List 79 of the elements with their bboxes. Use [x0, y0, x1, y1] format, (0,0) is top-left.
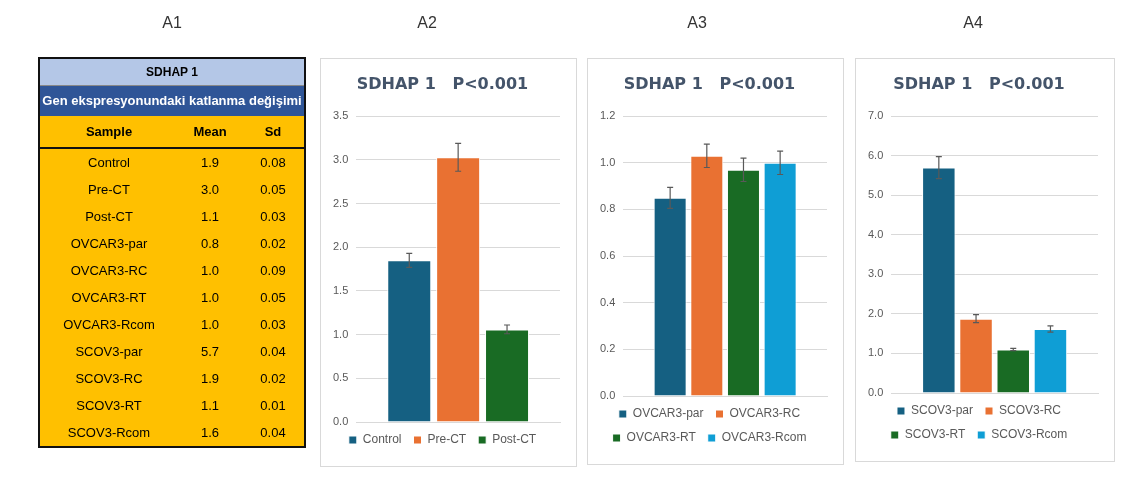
text: OVCAR3-RT	[70, 289, 148, 307]
text: 0.08	[259, 154, 287, 172]
y-tick-label: 1.0	[867, 346, 884, 359]
text: 0.02	[259, 370, 287, 388]
text: 0.05	[259, 181, 287, 199]
text: SCOV3-RC	[74, 370, 144, 388]
text: SCOV3-par	[74, 343, 144, 361]
legend-label: SCOV3-RC	[999, 403, 1062, 418]
text: 1.6	[199, 424, 221, 442]
y-tick-label: 0.6	[599, 249, 616, 262]
text: A3	[686, 14, 708, 32]
y-tick-label: 1.2	[599, 109, 616, 122]
text: 0.8	[199, 235, 221, 253]
text: SCOV3-Rcom	[66, 424, 152, 442]
text: Control	[87, 154, 131, 172]
y-tick-label: 2.0	[332, 240, 349, 253]
chart-title: SDHAP 1 P<0.001	[623, 73, 796, 93]
y-tick-label: 1.0	[332, 327, 349, 340]
y-tick-label: 0.8	[599, 202, 616, 215]
text: A2	[416, 14, 438, 32]
legend-label: OVCAR3-RT	[626, 430, 697, 445]
text: OVCAR3-par	[69, 235, 149, 253]
text: Mean	[192, 123, 228, 141]
text: 3.0	[199, 181, 221, 199]
text: OVCAR3-Rcom	[62, 316, 156, 334]
text: SDHAP 1	[40, 59, 304, 86]
chart-title: SDHAP 1 P<0.001	[893, 73, 1065, 93]
text: Gen ekspresyonundaki katlanma değişimi	[40, 86, 304, 116]
text: 0.02	[259, 235, 287, 253]
y-tick-label: 0.0	[332, 415, 349, 428]
text: 5.7	[199, 343, 221, 361]
y-tick-label: 4.0	[867, 227, 884, 240]
y-tick-label: 6.0	[867, 148, 884, 161]
text: 1.0	[199, 316, 221, 334]
text: 1.1	[199, 397, 221, 415]
y-tick-label: 1.0	[599, 155, 616, 168]
chart-title: SDHAP 1 P<0.001	[356, 73, 529, 93]
y-tick-label: 3.0	[332, 152, 349, 165]
y-tick-label: 2.0	[867, 306, 884, 319]
text: Sd	[263, 123, 283, 141]
text: 0.05	[259, 289, 287, 307]
y-tick-label: 0.0	[599, 389, 616, 402]
legend-label: OVCAR3-par	[632, 406, 704, 421]
legend-label: OVCAR3-Rcom	[721, 430, 807, 445]
legend-label: Pre-CT	[427, 432, 467, 447]
y-tick-label: 7.0	[867, 109, 884, 122]
legend-label: SCOV3-par	[910, 403, 974, 418]
text: 0.09	[259, 262, 287, 280]
y-tick-label: 0.4	[599, 295, 616, 308]
text: 1.9	[199, 154, 221, 172]
legend-label: Post-CT	[492, 432, 537, 447]
text: Sample	[84, 123, 134, 141]
text: 0.04	[259, 424, 287, 442]
legend-label: OVCAR3-RC	[729, 406, 801, 421]
text: Pre-CT	[87, 181, 131, 199]
legend-label: SCOV3-RT	[904, 427, 966, 442]
text: 0.03	[259, 208, 287, 226]
text: Post-CT	[84, 208, 134, 226]
y-tick-label: 3.0	[867, 267, 884, 280]
text: 1.1	[199, 208, 221, 226]
y-tick-label: 1.5	[332, 283, 349, 296]
text: OVCAR3-RC	[69, 262, 149, 280]
legend-label: SCOV3-Rcom	[991, 427, 1068, 442]
y-tick-label: 3.5	[332, 109, 349, 122]
text: 0.01	[259, 397, 287, 415]
y-tick-label: 0.5	[332, 371, 349, 384]
y-tick-label: 2.5	[332, 196, 349, 209]
legend-label: Control	[362, 432, 402, 447]
text: 1.0	[199, 289, 221, 307]
y-tick-label: 0.2	[599, 342, 616, 355]
text: 1.0	[199, 262, 221, 280]
text: 1.9	[199, 370, 221, 388]
text: SCOV3-RT	[75, 397, 143, 415]
y-tick-label: 0.0	[867, 386, 884, 399]
text: 0.04	[259, 343, 287, 361]
text: 0.03	[259, 316, 287, 334]
text: A4	[962, 14, 984, 32]
y-tick-label: 5.0	[867, 188, 884, 201]
text: A1	[161, 14, 183, 32]
